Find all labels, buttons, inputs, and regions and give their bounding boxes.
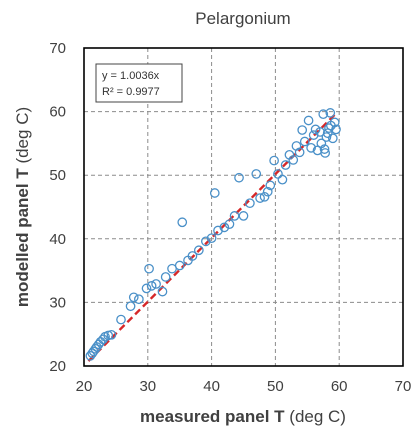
data-point xyxy=(128,292,139,303)
r-squared-text: R² = 0.9977 xyxy=(102,86,160,98)
y-tick-label: 70 xyxy=(49,40,66,57)
data-point xyxy=(146,281,157,291)
data-point xyxy=(297,125,308,135)
data-point xyxy=(106,329,117,340)
data-point xyxy=(306,143,316,153)
data-point xyxy=(327,133,338,144)
y-axis-label-units: (deg C) xyxy=(13,107,32,168)
data-point xyxy=(224,219,235,230)
data-point xyxy=(151,279,161,289)
data-point xyxy=(269,155,279,166)
x-tick-labels: 20 30 40 50 60 70 xyxy=(76,378,412,395)
data-point xyxy=(329,117,340,128)
trendline-group xyxy=(87,112,337,362)
data-point xyxy=(318,109,329,119)
data-point xyxy=(324,123,334,133)
x-tick-label: 50 xyxy=(267,378,284,395)
chart-title: Pelargonium xyxy=(195,9,290,28)
plot-frame xyxy=(83,47,404,367)
data-point xyxy=(193,245,204,256)
y-tick-label: 50 xyxy=(49,167,66,184)
data-point xyxy=(238,211,249,221)
data-point xyxy=(280,160,291,170)
x-axis-label-bold: measured panel T xyxy=(140,407,285,426)
data-point xyxy=(245,198,255,209)
x-tick-label: 70 xyxy=(395,378,412,395)
y-axis-label-bold: modelled panel T xyxy=(13,168,32,307)
x-axis-label: measured panel T (deg C) xyxy=(140,407,346,426)
x-tick-label: 40 xyxy=(203,378,220,395)
data-point xyxy=(160,272,171,282)
data-point xyxy=(299,136,310,147)
x-axis-label-units: (deg C) xyxy=(285,407,346,426)
x-tick-label: 60 xyxy=(331,378,348,395)
data-point xyxy=(265,180,276,191)
equation-text: y = 1.0036x xyxy=(102,70,160,82)
trendline xyxy=(87,112,337,362)
data-point xyxy=(255,193,265,203)
equation-box: y = 1.0036x R² = 0.9977 xyxy=(95,63,183,103)
data-point xyxy=(277,174,288,185)
y-tick-label: 20 xyxy=(49,358,66,375)
data-point xyxy=(234,172,244,183)
data-point xyxy=(116,314,126,325)
data-point xyxy=(219,222,230,233)
y-tick-label: 30 xyxy=(49,294,66,311)
data-point xyxy=(325,108,336,118)
data-point xyxy=(174,260,185,271)
data-point xyxy=(209,188,220,198)
data-points xyxy=(85,108,341,361)
data-point xyxy=(262,186,273,197)
data-point xyxy=(157,286,168,297)
data-point xyxy=(177,217,188,228)
data-point xyxy=(316,138,327,149)
x-tick-label: 30 xyxy=(139,378,156,395)
equation-box-frame xyxy=(95,63,183,103)
x-tick-label: 20 xyxy=(76,378,93,395)
data-point xyxy=(206,233,217,244)
data-point xyxy=(320,148,331,158)
data-point xyxy=(319,144,330,154)
data-point xyxy=(294,147,305,158)
data-point xyxy=(187,251,198,261)
data-point xyxy=(288,155,299,165)
data-point xyxy=(251,169,262,179)
data-point xyxy=(201,236,211,247)
y-tick-label: 60 xyxy=(49,104,66,121)
data-point xyxy=(331,124,341,135)
data-point xyxy=(303,115,314,126)
data-point xyxy=(144,263,154,274)
y-tick-labels: 20 30 40 50 60 70 xyxy=(49,40,66,375)
data-point xyxy=(141,283,152,294)
y-axis-label: modelled panel T (deg C) xyxy=(13,107,32,307)
y-tick-label: 40 xyxy=(49,231,66,248)
data-point xyxy=(134,294,144,305)
data-point xyxy=(259,191,270,202)
data-point xyxy=(125,301,136,312)
